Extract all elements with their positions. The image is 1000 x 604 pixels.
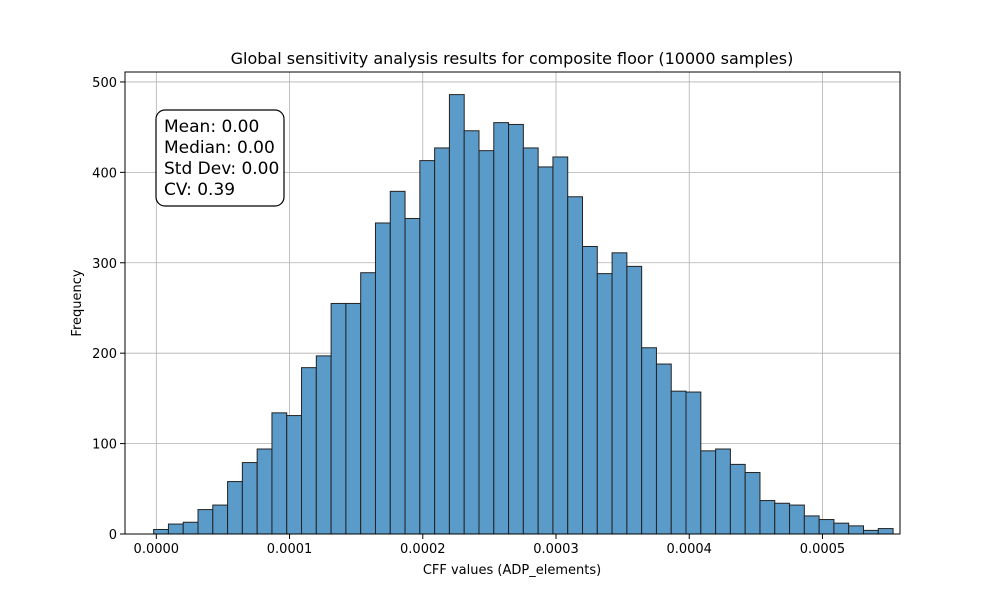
histogram-bar — [818, 519, 835, 535]
histogram-bar — [700, 450, 717, 535]
y-tick-label: 100 — [92, 438, 117, 453]
histogram-bar — [611, 252, 628, 535]
histogram-bar — [360, 272, 376, 535]
histogram-bar — [537, 166, 554, 535]
histogram-bar — [596, 273, 613, 535]
stats-box: Mean: 0.00 Median: 0.00 Std Dev: 0.00 CV… — [155, 109, 285, 207]
stats-median: Median: 0.00 — [164, 138, 275, 158]
histogram-bar — [582, 245, 598, 535]
histogram-bar — [197, 509, 214, 535]
chart-title: Global sensitivity analysis results for … — [231, 49, 794, 68]
histogram-bar — [167, 523, 184, 535]
y-tick-label: 200 — [92, 347, 117, 362]
x-tick-label: 0.0004 — [666, 542, 712, 557]
x-axis-label: CFF values (ADP_elements) — [423, 563, 601, 578]
histogram-bar — [315, 355, 332, 535]
histogram-bar — [833, 522, 850, 535]
plot-frame — [124, 71, 901, 535]
histogram-bar — [774, 502, 791, 535]
histogram-bar — [626, 265, 643, 535]
y-tick-label: 0 — [109, 528, 117, 543]
histogram-bar — [729, 463, 746, 535]
stats-cv: CV: 0.39 — [164, 180, 235, 200]
histogram-bar — [567, 196, 584, 535]
x-tick-label: 0.0001 — [267, 542, 313, 557]
histogram-bar — [286, 415, 303, 535]
histogram-bar — [685, 391, 702, 535]
histogram-bar — [862, 529, 879, 535]
axis-ticks: 0.0000 0.0001 0.0002 0.0003 0.0004 0.0005 0 100… — [92, 76, 845, 557]
histogram-bar — [212, 504, 229, 535]
histogram-bar — [404, 217, 421, 535]
histogram-bar — [744, 472, 761, 535]
histogram-bar — [448, 94, 465, 535]
histogram-bar — [182, 521, 199, 535]
histogram-bar — [434, 147, 450, 535]
histogram-bar — [715, 448, 731, 535]
histogram-bar — [345, 302, 362, 535]
histogram-bar — [463, 130, 480, 535]
x-tick-label: 0.0003 — [533, 542, 579, 557]
x-tick-label: 0.0000 — [134, 542, 180, 557]
stats-std-dev: Std Dev: 0.00 — [164, 159, 279, 179]
histogram-bar — [271, 412, 288, 535]
histogram-bar — [803, 515, 820, 535]
histogram-bar — [641, 347, 657, 535]
histogram-bar — [301, 367, 317, 535]
histogram-bars — [153, 94, 894, 535]
histogram-bar — [759, 500, 776, 535]
histogram-bar — [419, 160, 436, 535]
histogram-bar — [478, 150, 495, 535]
histogram-bar — [552, 156, 569, 535]
y-tick-label: 300 — [92, 257, 117, 272]
y-axis-label: Frequency — [70, 269, 85, 336]
histogram-bar — [848, 525, 864, 535]
y-tick-label: 500 — [92, 76, 117, 91]
histogram-bar — [877, 528, 894, 535]
stats-box-frame — [155, 109, 285, 207]
histogram-bar — [493, 122, 510, 535]
histogram-bar — [330, 302, 347, 535]
x-tick-label: 0.0005 — [800, 542, 846, 557]
histogram-bar — [522, 147, 539, 535]
histogram-bar — [389, 190, 406, 535]
histogram-bar — [153, 528, 169, 535]
histogram-bar — [508, 123, 524, 535]
y-tick-label: 400 — [92, 166, 117, 181]
histogram-bar — [256, 448, 273, 535]
x-tick-label: 0.0002 — [400, 542, 446, 557]
histogram-bar — [670, 390, 687, 535]
stats-mean: Mean: 0.00 — [164, 117, 259, 137]
histogram-bar — [241, 462, 258, 535]
histogram-bar — [227, 481, 243, 535]
histogram-bar — [789, 504, 805, 535]
histogram-bar — [374, 222, 391, 535]
histogram-bar — [655, 363, 672, 535]
